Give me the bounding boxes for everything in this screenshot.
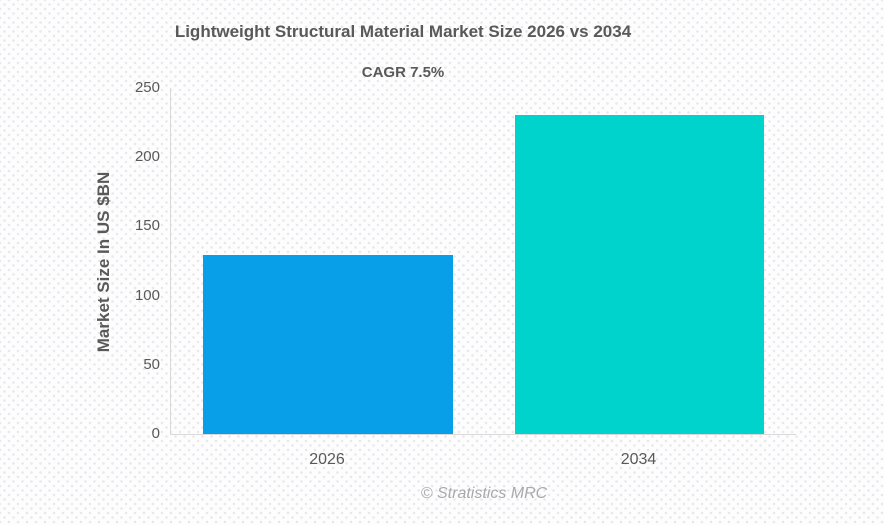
chart-subtitle: CAGR 7.5% (361, 64, 445, 81)
y-tick-label: 250 (134, 79, 160, 96)
watermark: © Stratistics MRC (420, 485, 548, 502)
bar-2026 (203, 255, 453, 434)
bar-2034 (515, 114, 764, 434)
y-tick-label: 150 (134, 217, 160, 235)
x-tick-label-2026: 2026 (309, 451, 345, 468)
plot-area (170, 88, 796, 435)
y-tick-label: 200 (134, 148, 160, 166)
y-tick-label: 50 (143, 355, 160, 373)
y-axis-title: Market Size In US $BN (94, 171, 113, 353)
x-tick-label-2034: 2034 (620, 451, 657, 468)
y-tick-label: 0 (151, 425, 160, 442)
chart-title: Lightweight Structural Material Market S… (174, 22, 632, 41)
y-tick-label: 100 (134, 286, 160, 304)
